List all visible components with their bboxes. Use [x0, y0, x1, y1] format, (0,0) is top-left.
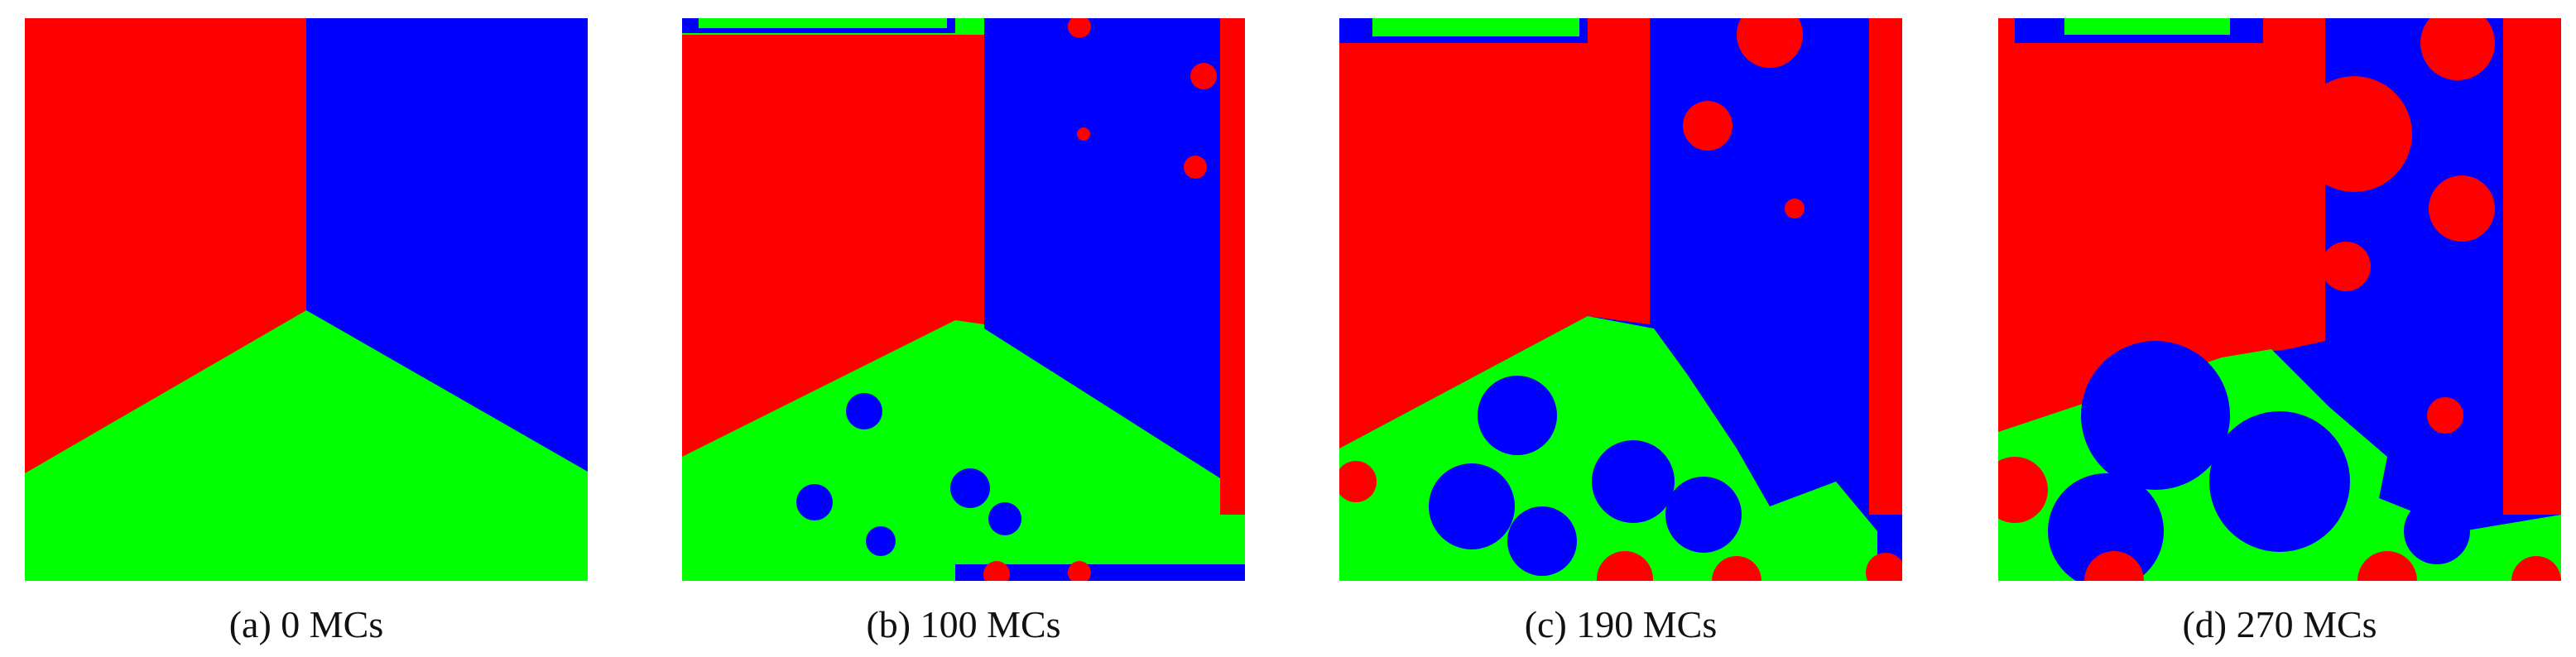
panel-b	[682, 18, 1245, 581]
panel-caption: (a) 0 MCs	[229, 603, 384, 645]
panel-c	[1339, 18, 1902, 581]
panel-a	[25, 18, 588, 581]
panel-caption: (d) 270 MCs	[2182, 603, 2377, 645]
panel-caption: (b) 100 MCs	[866, 603, 1060, 645]
panel-caption: (c) 190 MCs	[1525, 603, 1718, 645]
panel-d	[1998, 18, 2561, 581]
